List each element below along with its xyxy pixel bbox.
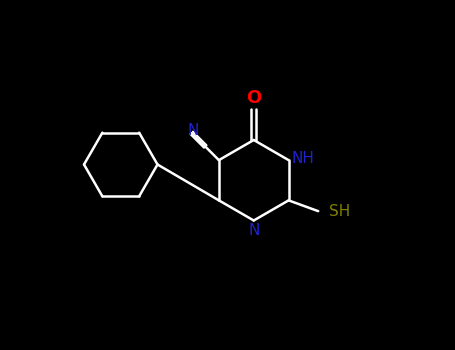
Text: N: N (248, 223, 259, 238)
Text: N: N (188, 122, 199, 138)
Text: O: O (246, 89, 261, 107)
Text: NH: NH (292, 151, 315, 166)
Text: SH: SH (329, 204, 350, 219)
